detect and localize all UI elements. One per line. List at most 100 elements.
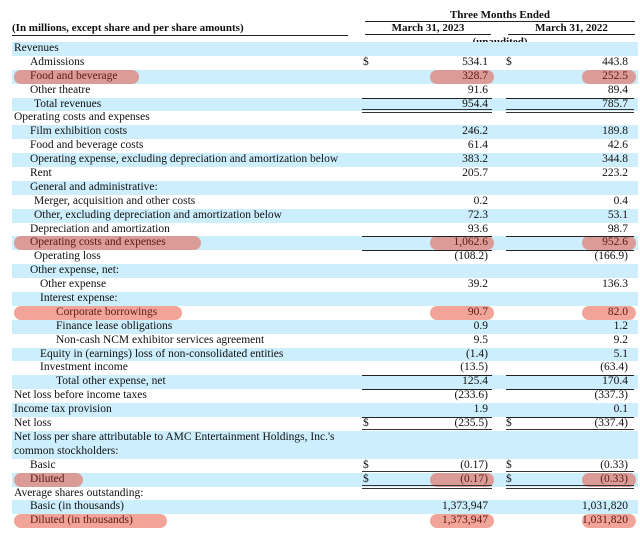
total-rule [362, 389, 492, 391]
total-rule [506, 389, 634, 391]
table-row: Merger, acquisition and other costs 0.2 0.… [12, 195, 638, 209]
value-2022: 9.2 [613, 333, 628, 346]
row-label: Rent [30, 167, 52, 180]
highlight-mark [430, 236, 494, 251]
double-rule [506, 484, 634, 489]
table-row: Other, excluding depreciation and amorti… [12, 208, 638, 223]
table-row: Depreciation and amortization 93.6 98.7 [12, 223, 638, 237]
row-label: Other theatre [30, 83, 91, 96]
value-2022: 1.2 [613, 319, 628, 332]
value-2022: 252.5 [602, 69, 628, 82]
total-rule [506, 375, 634, 377]
double-rule [362, 109, 492, 114]
table-row: Interest expense: [12, 292, 638, 306]
highlight-mark [582, 305, 636, 320]
table-row: Diluted (in thousands) 1,373,947 1,031,820 [12, 514, 638, 529]
table-row: Admissions $ $534.1 443.8 [12, 56, 638, 70]
row-label: Admissions [30, 55, 85, 68]
total-rule [506, 97, 634, 99]
row-label: Other, excluding depreciation and amorti… [34, 208, 282, 221]
value-2022: 82.0 [607, 305, 628, 318]
value-2023: 91.6 [467, 83, 488, 96]
row-label: Finance lease obligations [56, 319, 173, 332]
highlight-mark [582, 236, 636, 251]
row-label: Income tax provision [14, 403, 112, 416]
value-2023: 1,373,947 [442, 514, 488, 527]
row-label: Non-cash NCM exhibitor services agreemen… [56, 333, 265, 346]
table-row: Food and beverage costs 61.4 42.6 [12, 139, 638, 153]
currency-symbol: $ [506, 417, 512, 430]
highlight-mark [430, 305, 494, 320]
highlight-mark [14, 69, 139, 84]
table-row: Diluted $ $ (0.17) (0.33) [12, 472, 638, 489]
total-rule [362, 417, 492, 419]
table-row: Investment income (13.5) (63.4) [12, 361, 638, 375]
value-2022: 0.1 [613, 403, 628, 416]
currency-symbol: $ [363, 458, 369, 471]
currency-symbol: $ [363, 417, 369, 430]
table-row: Finance lease obligations 0.9 1.2 [12, 319, 638, 334]
highlight-mark [430, 472, 494, 487]
double-rule [362, 484, 492, 489]
value-2023: 1.9 [473, 403, 488, 416]
value-2022: 785.7 [602, 97, 628, 110]
row-label: Food and beverage costs [30, 139, 144, 152]
value-2023: 0.2 [473, 194, 488, 207]
row-label: Interest expense: [40, 292, 118, 305]
table-row: Average shares outstanding: [12, 487, 638, 501]
value-2022: 344.8 [602, 153, 628, 166]
units-label: (In millions, except share and per share… [12, 22, 348, 36]
value-2023: 328.7 [462, 69, 488, 82]
total-rule [362, 250, 492, 252]
value-2022: (337.3) [594, 389, 628, 402]
row-label: Merger, acquisition and other costs [34, 194, 196, 207]
value-2023: (235.5) [454, 417, 488, 430]
total-rule [506, 236, 634, 238]
period-label: Three Months Ended [365, 9, 635, 22]
value-2023: 534.1 [462, 55, 488, 68]
value-2023: 1,062.6 [453, 236, 489, 249]
table-row: Net loss before income taxes (233.6) (337.… [12, 389, 638, 403]
table-row: Operating loss (108.2) (166.9) [12, 250, 638, 264]
value-2023: (0.17) [460, 472, 488, 485]
value-2022: (0.33) [600, 472, 628, 485]
total-rule [362, 236, 492, 238]
row-label: Diluted [30, 472, 65, 485]
value-2023: (233.6) [454, 389, 488, 402]
table-row: Basic (in thousands) 1,373,947 1,031,820 [12, 500, 638, 515]
value-2022: 53.1 [607, 208, 628, 221]
row-label: Other expense, net: [30, 264, 120, 277]
table-row: Revenues [12, 42, 638, 56]
row-label: Basic [30, 458, 56, 471]
table-row: Net loss per share attributable to AMC E… [12, 430, 638, 459]
total-rule [506, 417, 634, 419]
table-row: Other expense, net: [12, 264, 638, 279]
row-label: Operating loss [34, 250, 101, 263]
highlight-mark [14, 305, 182, 320]
value-2022: 136.3 [602, 278, 628, 291]
highlight-mark [430, 69, 494, 84]
table-row: Total other expense, net 125.4 170.4 [12, 375, 638, 390]
row-label: Depreciation and amortization [30, 222, 170, 235]
row-label: Operating costs and expenses [30, 236, 166, 249]
row-label: Film exhibition costs [30, 125, 128, 138]
double-rule [506, 109, 634, 114]
income-statement-table: Revenues Admissions $ $534.1 443.8 Food and b… [12, 42, 638, 529]
table-row: Rent 205.7 223.2 [12, 167, 638, 181]
value-2022: 5.1 [613, 347, 628, 360]
value-2022: 1,031,820 [582, 500, 628, 513]
table-row: Other theatre 91.6 89.4 [12, 84, 638, 98]
row-label: Total other expense, net [56, 375, 166, 388]
value-2023: 383.2 [462, 153, 488, 166]
row-label: Net loss [14, 417, 52, 430]
value-2022: 443.8 [602, 55, 628, 68]
value-2022: 1,031,820 [582, 514, 628, 527]
table-row: Film exhibition costs 246.2 189.8 [12, 125, 638, 140]
row-label: Net loss before income taxes [14, 389, 147, 402]
row-label: Net loss per share attributable to AMC E… [14, 430, 335, 457]
value-2022: 952.6 [602, 236, 628, 249]
value-2022: (337.4) [594, 417, 628, 430]
currency-symbol: $ [506, 458, 512, 471]
currency-symbol: $ [363, 472, 369, 485]
table-row: Equity in (earnings) loss of non-consoli… [12, 347, 638, 362]
